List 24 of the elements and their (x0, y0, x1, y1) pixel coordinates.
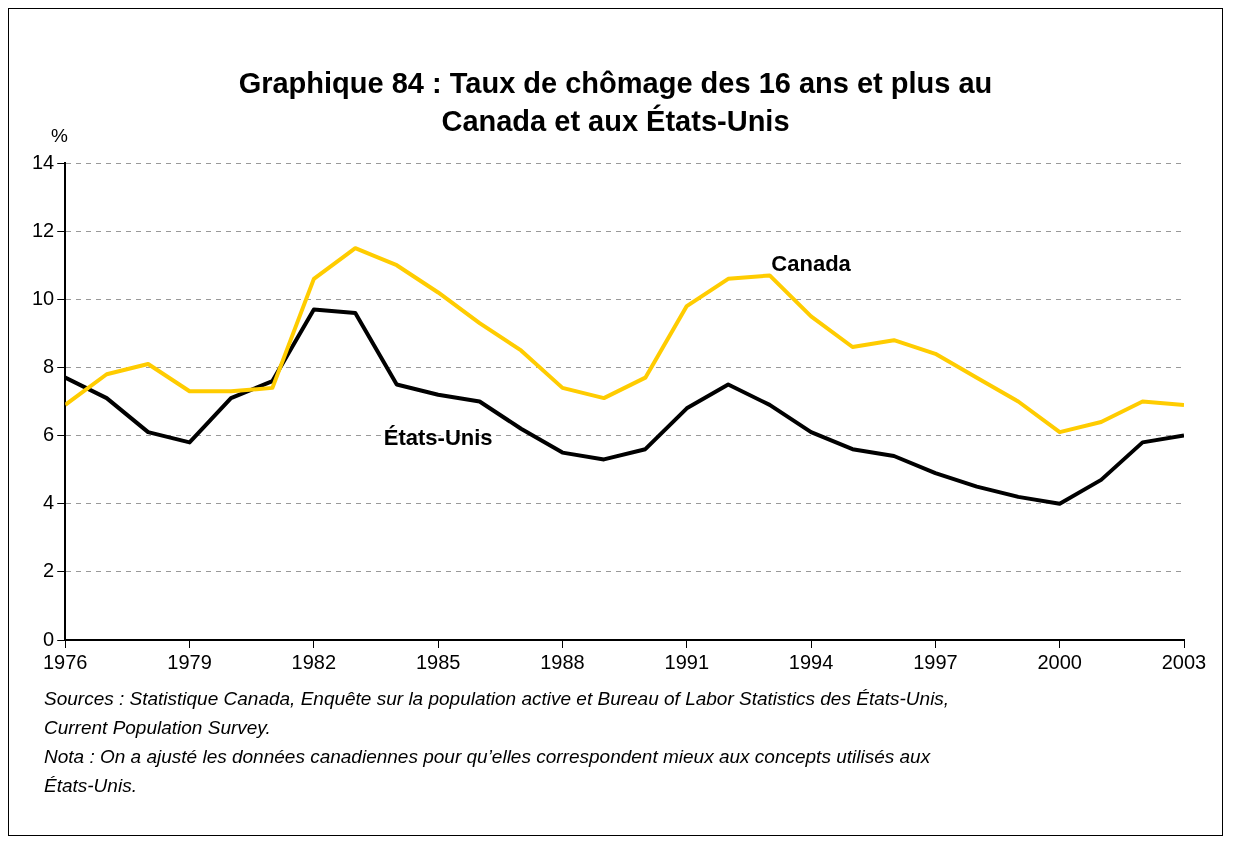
y-tick-label: 2 (43, 559, 55, 582)
series-label: États-Unis (383, 424, 493, 450)
chart-title: Graphique 84 : Taux de chômage des 16 ans et plus au Canada et aux États-Unis (237, 66, 994, 139)
y-tick-label: 4 (43, 491, 55, 514)
x-tick-label: 1994 (788, 650, 834, 673)
source-note: Sources : Statistique Canada, Enquête sur la population active et Bureau of Labor Statistics des États-Unis, Current Population Survey. (44, 687, 951, 740)
x-tick-label: 1979 (167, 650, 212, 673)
y-tick-label: 12 (32, 218, 55, 241)
x-tick-label: 1982 (291, 650, 337, 673)
y-tick-label: 14 (32, 150, 55, 173)
x-tick-label: 2000 (1037, 650, 1082, 673)
x-tick-label: 1991 (664, 650, 710, 673)
series-label: Canada (771, 251, 852, 277)
y-tick-label: 6 (43, 423, 55, 446)
x-tick-label: 2003 (1161, 650, 1207, 673)
x-tick-label: 1997 (913, 650, 958, 673)
x-tick-label: 1976 (43, 650, 88, 673)
y-tick-label: 8 (43, 354, 55, 377)
x-tick-label: 1988 (540, 650, 585, 673)
text: Nota : On a ajusté les données canadiennes pour qu’elles correspondent mieux aux concepts utilisés aux États-Unis. (44, 745, 932, 798)
y-tick-label: 0 (43, 627, 55, 650)
x-tick-label: 1985 (415, 650, 461, 673)
y-axis-title: % (51, 125, 68, 147)
y-tick-label: 10 (32, 286, 55, 309)
